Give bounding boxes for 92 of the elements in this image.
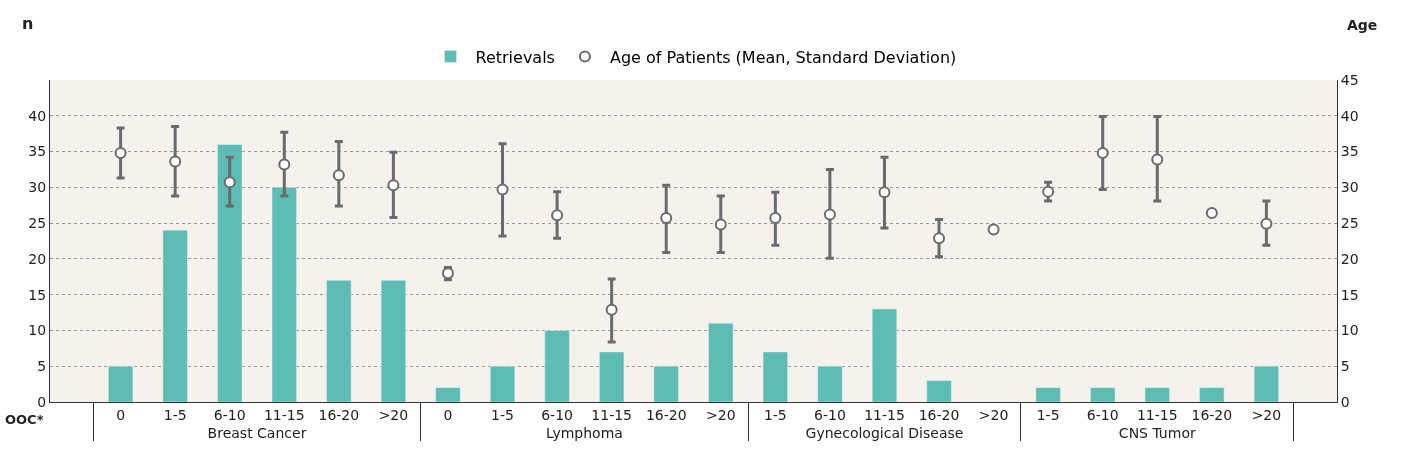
point [1096,146,1109,159]
x-tick-label: 6-10 [541,406,573,423]
bar [1253,365,1279,402]
y-axis-title: n [22,14,34,33]
y-tick-label: 40 [28,107,47,124]
bar [762,351,788,402]
y-tick-label: 0 [37,393,47,410]
y-tick-label: 5 [37,358,47,375]
point [1260,217,1273,230]
x-tick-label: 16-20 [1191,406,1233,423]
point [551,209,564,222]
bar [271,187,297,402]
bar [1090,387,1116,402]
x-tick-label: 1-5 [491,406,514,423]
point [332,169,345,182]
bar [1199,387,1225,402]
x-tick-label: 1-5 [163,406,187,423]
text: Breast Cancer [207,424,307,441]
point [605,303,618,316]
y-tick-label: 15 [28,286,47,303]
x-tick-label: 16-20 [645,406,687,423]
point [1205,207,1218,220]
text: Lymphoma [545,424,623,441]
text: Gynecological Disease [805,424,964,441]
bar [326,280,352,402]
y-tick-label: 10 [28,322,47,339]
bar [217,144,243,402]
bar [1144,387,1170,402]
point [987,223,1000,236]
point [223,176,236,189]
bar [380,280,406,402]
y-tick-label: 20 [28,250,47,267]
point [933,232,946,245]
point [496,183,509,196]
bar [435,387,461,402]
x-tick-label: 0 [443,406,453,423]
x-tick-label: 11-15 [1136,406,1178,423]
point [714,218,727,231]
bar [544,330,570,402]
y2-tick-label: 10 [1340,322,1359,339]
y2-tick-label: 40 [1340,107,1359,124]
x-tick-label: 6-10 [814,406,846,423]
x-tick-label: >20 [706,406,736,423]
bar [490,365,516,402]
x-tick-label: 1-5 [1036,406,1060,423]
y2-tick-label: 20 [1340,250,1359,267]
point [878,186,891,199]
point [387,179,400,192]
text: OOC* [5,412,44,427]
x-tick-label: 6-10 [213,406,246,423]
x-tick-label: >20 [378,406,409,423]
y-tick-label: 25 [28,215,47,232]
y2-tick-label: 15 [1340,286,1359,303]
bar [162,230,188,402]
point [1042,185,1055,198]
y2-tick-label: 25 [1340,215,1359,232]
text: CNS Tumor [1118,424,1196,441]
x-tick-label: 16-20 [918,406,960,423]
bar [817,365,843,402]
x-tick-label: 6-10 [1086,406,1119,423]
point [769,212,782,225]
x-tick-label: >20 [1251,406,1282,423]
x-tick-label: 16-20 [318,406,360,423]
y2-tick-label: 30 [1340,179,1359,196]
x-tick-label: >20 [978,406,1009,423]
x-tick-label: 1-5 [763,406,787,423]
bar [708,323,734,402]
point [278,158,291,171]
point [1151,153,1164,166]
x-tick-label: 11-15 [591,406,632,423]
point [823,208,836,221]
bar [599,351,625,402]
y2-tick-label: 0 [1340,393,1350,410]
point [660,212,673,225]
y2-axis-title: Age [1347,17,1378,33]
x-tick-label: 11-15 [864,406,905,423]
legend-label: Retrievals [475,47,555,67]
bar [1035,387,1061,402]
y2-tick-label: 35 [1340,143,1359,160]
legend-label: Age of Patients (Mean, Standard Deviation) [609,47,957,67]
y-tick-label: 30 [28,179,47,196]
y-tick-label: 35 [28,143,47,160]
y2-tick-label: 45 [1340,71,1359,88]
x-tick-label: 0 [116,406,126,423]
y2-tick-label: 5 [1340,358,1350,375]
bar [871,308,897,402]
point [114,146,127,159]
x-tick-label: 11-15 [263,406,305,423]
bar [108,365,134,402]
point [169,155,182,168]
bar [653,365,679,402]
bar [926,380,952,402]
